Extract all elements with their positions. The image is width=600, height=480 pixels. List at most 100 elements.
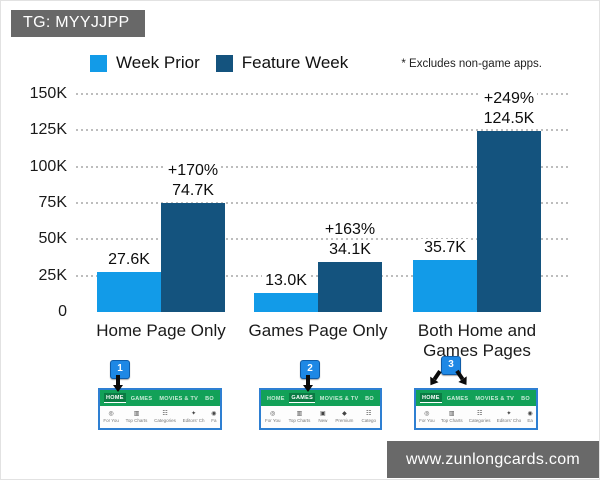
- tab-movies-tv: MOVIES & TV: [319, 395, 359, 402]
- tab-home: HOME: [267, 395, 285, 402]
- app-nav-label: Top Charts: [440, 417, 463, 423]
- top-charts-icon: ▥: [133, 410, 140, 417]
- y-axis-tick-label: 25K: [38, 267, 67, 284]
- app-nav-label: For You: [103, 417, 119, 423]
- watermark: www.zunlongcards.com: [387, 441, 599, 478]
- app-nav-label: Editors' Ch: [182, 417, 205, 423]
- app-nav-item: ☷ Catego: [361, 411, 376, 423]
- legend-item-week-prior: Week Prior: [90, 53, 200, 73]
- nav-tabs-row: HOME GAMES MOVIES & TV BO: [261, 390, 380, 406]
- gridline: [76, 202, 569, 204]
- y-axis-tick-label: 0: [58, 303, 67, 320]
- bar-feature-week-1: [161, 203, 225, 312]
- legend-label: Feature Week: [241, 53, 349, 72]
- callout-marker-2: 2: [300, 360, 320, 379]
- app-nav-item: ◎ For You: [265, 411, 281, 423]
- tab-games: GAMES: [130, 395, 153, 402]
- app-nav-label: For You: [265, 417, 281, 423]
- tab-bo: BO: [205, 395, 214, 402]
- bar-week-prior-3: [413, 260, 477, 312]
- tab-movies-tv: MOVIES & TV: [475, 395, 515, 402]
- y-axis-tick-label: 150K: [29, 85, 67, 102]
- categories-icon: ☷: [162, 410, 168, 417]
- app-nav-label: Catego: [361, 417, 376, 423]
- app-nav-label: Fa: [211, 417, 217, 423]
- chart-legend: Week Prior Feature Week: [90, 53, 364, 73]
- gridline: [76, 93, 569, 95]
- categories-icon: ☷: [476, 410, 483, 417]
- bar-growth-label: +249% 124.5K: [454, 89, 564, 129]
- x-axis-category-label: Home Page Only: [96, 321, 226, 340]
- app-nav-label: New: [318, 417, 328, 423]
- app-nav-item: ◎ For You: [419, 411, 435, 423]
- play-store-nav-thumbnail-2: HOME GAMES MOVIES & TV BO ◎ For You ▥ Top Chart…: [259, 388, 382, 430]
- y-axis-tick-label: 100K: [29, 158, 67, 175]
- app-nav-item: ☷ Categories: [154, 411, 176, 423]
- bar-value-label: 13.0K: [240, 272, 332, 290]
- tab-home: HOME: [104, 393, 126, 403]
- app-nav-item: ◆ Premium: [335, 411, 353, 423]
- play-store-nav-thumbnail-1: HOME GAMES MOVIES & TV BO ◎ For You ▥ Top Chart…: [98, 388, 222, 430]
- callout-marker-1: 1: [110, 360, 130, 379]
- for-you-icon: ◎: [424, 410, 430, 417]
- x-axis-category-label: Both Home and Games Pages: [417, 321, 537, 360]
- app-nav-item: ▥ Top Charts: [126, 411, 148, 423]
- app-nav-item: ✦ Editors' Ch: [183, 411, 205, 423]
- legend-label: Week Prior: [116, 53, 200, 72]
- tab-home: HOME: [420, 393, 442, 403]
- tab-games: GAMES: [446, 395, 469, 402]
- bar-week-prior-2: [254, 293, 318, 312]
- family-icon: ◉: [211, 410, 217, 417]
- gridline: [76, 238, 569, 240]
- down-arrow-icon: [303, 375, 312, 392]
- gridline: [76, 166, 569, 168]
- bar-growth-label: +163% 34.1K: [295, 220, 405, 260]
- bar-feature-week-3: [477, 131, 541, 312]
- feature-week-swatch-icon: [215, 54, 233, 72]
- for-you-icon: ◎: [108, 410, 114, 417]
- for-you-icon: ◎: [270, 410, 276, 417]
- app-nav-item: ▥ Top Charts: [441, 411, 463, 423]
- nav-apps-row: ◎ For You ▥ Top Charts ☷ Categories ✦ Editors' …: [416, 406, 536, 428]
- app-nav-item: ▥ Top Charts: [289, 411, 311, 423]
- bar-week-prior-1: [97, 272, 161, 312]
- gridline: [76, 129, 569, 131]
- title-badge: TG: MYYJJPP: [11, 10, 146, 37]
- footnote: * Excludes non-game apps.: [401, 58, 542, 70]
- play-store-nav-thumbnail-3: HOME GAMES MOVIES & TV BO ◎ For You ▥ Top Chart…: [414, 388, 538, 430]
- editors-choice-icon: ✦: [191, 410, 197, 417]
- tab-bo: BO: [365, 395, 374, 402]
- app-nav-item: ◎ For You: [103, 411, 119, 423]
- new-icon: ▣: [320, 410, 326, 417]
- editors-choice-icon: ✦: [506, 410, 512, 417]
- y-axis-tick-label: 125K: [29, 121, 67, 138]
- x-axis-category-label: Games Page Only: [248, 321, 388, 340]
- app-nav-label: Editors' Cho: [496, 417, 522, 423]
- app-nav-label: Premium: [335, 417, 354, 423]
- down-arrow-icon: [113, 375, 122, 392]
- tab-bo: BO: [521, 395, 530, 402]
- nav-apps-row: ◎ For You ▥ Top Charts ☷ Categories ✦ Editors' …: [100, 406, 220, 428]
- bar-feature-week-2: [318, 262, 382, 312]
- app-nav-item: ◉ Ea: [527, 411, 533, 423]
- app-nav-item: ◉ Fa: [211, 411, 216, 423]
- nav-apps-row: ◎ For You ▥ Top Charts ▣ New ◆ Premium ☷ Catego: [261, 406, 380, 428]
- week-prior-swatch-icon: [90, 54, 107, 72]
- legend-item-feature-week: Feature Week: [215, 53, 349, 73]
- y-axis-tick-label: 50K: [38, 230, 67, 247]
- early-access-icon: ◉: [527, 410, 533, 417]
- bar-value-label: 35.7K: [399, 239, 491, 257]
- nav-tabs-row: HOME GAMES MOVIES & TV BO: [416, 390, 536, 406]
- app-nav-label: Top Charts: [288, 417, 311, 423]
- tab-games: GAMES: [289, 393, 316, 403]
- tab-movies-tv: MOVIES & TV: [159, 395, 199, 402]
- app-nav-label: Categories: [468, 417, 491, 423]
- bar-growth-label: +170% 74.7K: [138, 161, 248, 201]
- y-axis-tick-label: 75K: [38, 194, 67, 211]
- nav-tabs-row: HOME GAMES MOVIES & TV BO: [100, 390, 220, 406]
- top-charts-icon: ▥: [448, 410, 455, 417]
- categories-icon: ☷: [366, 410, 372, 417]
- app-nav-item: ▣ New: [318, 411, 327, 423]
